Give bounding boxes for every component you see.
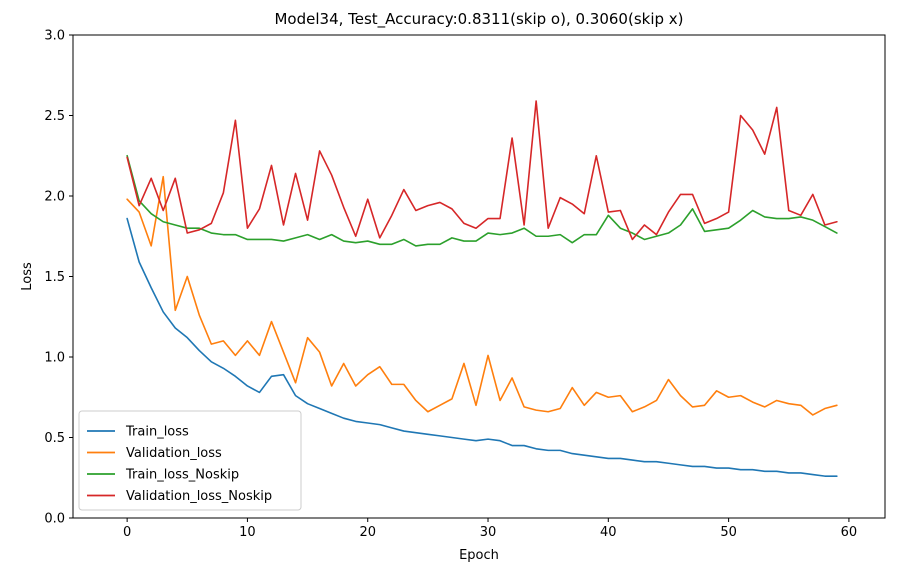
y-tick-label: 3.0 bbox=[44, 29, 65, 44]
series-line-validation-loss-noskip bbox=[126, 100, 838, 241]
x-tick-label: 20 bbox=[359, 525, 376, 540]
y-axis-label: Loss bbox=[20, 262, 35, 291]
series-line-train-loss-noskip bbox=[126, 154, 838, 247]
y-tick-label: 1.0 bbox=[44, 351, 65, 366]
y-tick-label: 1.5 bbox=[44, 270, 65, 285]
series-lines bbox=[126, 100, 838, 477]
x-axis-label: Epoch bbox=[459, 548, 499, 563]
x-tick-label: 40 bbox=[600, 525, 617, 540]
axis-ticks: 0 10 20 30 40 50 60 0.0 0.5 1.0 1.5 2.0 2.5 3.0 bbox=[44, 29, 857, 541]
y-tick-label: 2.5 bbox=[44, 109, 65, 124]
x-tick-label: 10 bbox=[239, 525, 256, 540]
x-tick-label: 0 bbox=[123, 525, 131, 540]
y-tick-label: 0.5 bbox=[44, 431, 65, 446]
legend-label: Train_loss bbox=[125, 425, 189, 440]
x-tick-label: 60 bbox=[841, 525, 858, 540]
series-line-validation-loss bbox=[126, 175, 838, 416]
y-tick-label: 0.0 bbox=[44, 512, 65, 527]
legend-label: Train_loss_Noskip bbox=[125, 468, 239, 483]
chart-title: Model34, Test_Accuracy:0.8311(skip o), 0… bbox=[274, 10, 683, 29]
plot-frame bbox=[72, 34, 886, 519]
y-tick-label: 2.0 bbox=[44, 190, 65, 205]
legend-label: Validation_loss_Noskip bbox=[126, 489, 272, 504]
legend-box bbox=[78, 410, 302, 511]
x-tick-label: 50 bbox=[720, 525, 737, 540]
series-line-train-loss bbox=[126, 217, 838, 477]
x-tick-label: 30 bbox=[480, 525, 497, 540]
legend: Train_loss Validation_loss Train_loss_Nosk… bbox=[78, 410, 302, 511]
legend-label: Validation_loss bbox=[126, 446, 222, 461]
